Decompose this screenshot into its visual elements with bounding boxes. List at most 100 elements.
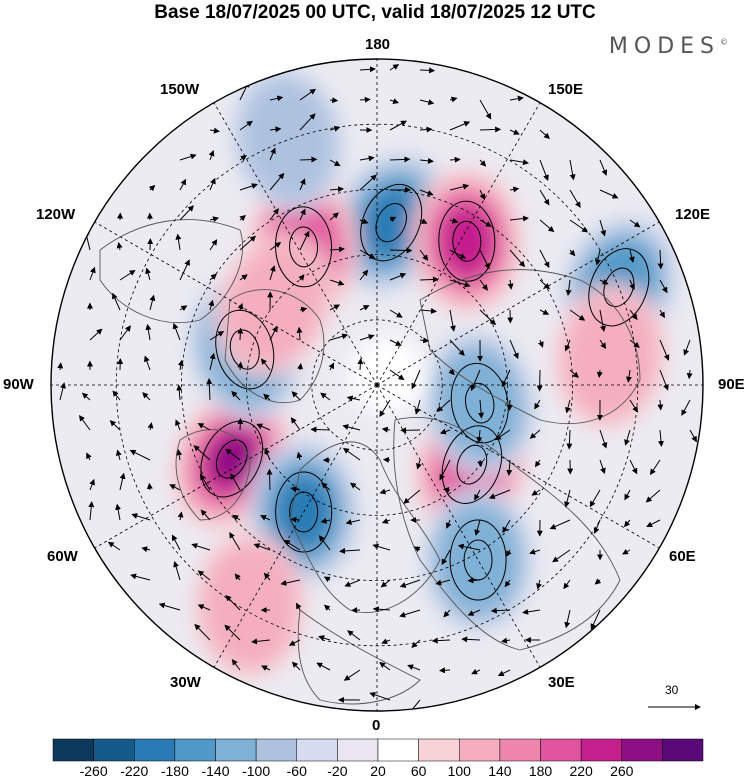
wind-vector xyxy=(359,66,376,73)
wind-vector xyxy=(461,636,481,643)
wind-vector xyxy=(659,369,669,391)
wind-vector xyxy=(534,399,541,410)
wind-vector xyxy=(169,484,181,491)
wind-vector xyxy=(411,639,421,648)
wind-vector xyxy=(449,309,456,332)
wind-vector xyxy=(479,279,488,291)
wind-vector xyxy=(172,322,181,341)
wind-vector xyxy=(86,452,92,461)
wind-vector xyxy=(131,513,151,521)
wind-vector xyxy=(231,390,241,401)
wind-vector xyxy=(419,189,434,196)
wind-vector xyxy=(269,241,282,251)
colorbar-tick-label: -140 xyxy=(201,763,230,779)
wind-vector xyxy=(179,259,190,281)
wind-vector xyxy=(416,459,422,470)
wind-vector xyxy=(379,488,391,495)
wind-vector xyxy=(501,637,511,644)
wind-vector xyxy=(256,423,271,431)
wind-vector xyxy=(509,249,526,268)
wind-vector xyxy=(176,384,183,401)
colorbar-swatch-4 xyxy=(215,738,257,762)
wind-vector xyxy=(144,355,151,371)
wind-vector xyxy=(538,339,544,348)
wind-vector xyxy=(225,448,241,461)
colorbar-swatch-10 xyxy=(459,738,501,762)
wind-vector xyxy=(539,129,550,139)
wind-vector xyxy=(407,699,421,711)
map-disc xyxy=(51,59,703,711)
lon-label-0: 0 xyxy=(372,717,381,734)
wind-vector xyxy=(318,635,331,641)
wind-vector xyxy=(645,489,661,503)
wind-vector xyxy=(478,399,485,419)
wind-vector xyxy=(112,292,121,311)
wind-vector xyxy=(176,449,183,461)
wind-vector xyxy=(381,426,391,433)
wind-vector xyxy=(506,549,512,557)
wind-vector xyxy=(269,147,276,161)
colorbar-swatch-1 xyxy=(93,738,135,762)
contour-line xyxy=(456,444,488,485)
wind-vector xyxy=(479,219,492,227)
lon-label-120w: 120W xyxy=(36,206,76,223)
wind-vector xyxy=(239,235,257,251)
wind-vector xyxy=(659,309,665,319)
wind-vector xyxy=(449,183,470,191)
colorbar-swatch-12 xyxy=(540,738,582,762)
height-contours xyxy=(200,183,650,601)
colorbar-swatch-7 xyxy=(337,738,379,762)
wind-vector xyxy=(449,217,459,224)
wind-vector xyxy=(629,219,641,228)
wind-vector xyxy=(569,159,576,181)
wind-vector xyxy=(299,88,316,101)
negative-anomaly-13 xyxy=(238,76,338,204)
wind-vector xyxy=(490,607,511,614)
wind-vector xyxy=(158,602,181,611)
wind-vector xyxy=(193,445,211,461)
wind-vector xyxy=(179,205,194,221)
wind-vector xyxy=(624,489,631,501)
wind-vector xyxy=(569,249,576,257)
wind-vector xyxy=(344,579,361,587)
contour-line xyxy=(289,491,319,533)
wind-vector xyxy=(260,358,271,371)
wind-vector xyxy=(145,267,151,281)
wind-vector xyxy=(329,159,341,167)
wind-vector xyxy=(389,64,400,71)
wind-vector xyxy=(197,570,211,581)
wind-vector xyxy=(529,429,541,439)
wind-vector xyxy=(569,189,581,209)
colorbar-tick-label: -100 xyxy=(242,763,271,779)
wind-vector xyxy=(509,186,520,193)
wind-vector xyxy=(107,541,121,551)
wind-vector xyxy=(224,624,241,641)
wind-vector xyxy=(659,339,670,361)
lon-label-150e: 150E xyxy=(548,81,584,98)
wind-vector xyxy=(239,183,258,191)
colorbar-swatch-13 xyxy=(580,738,622,762)
wind-vector xyxy=(269,95,284,102)
wind-vector xyxy=(539,189,550,206)
wind-vector xyxy=(449,279,471,288)
wind-vector xyxy=(448,368,455,376)
wind-vector xyxy=(357,358,364,371)
colorbar-swatch-8 xyxy=(377,738,419,762)
wind-vector xyxy=(299,230,310,251)
contour-line xyxy=(452,220,482,262)
wind-vector xyxy=(594,578,602,585)
contour-line xyxy=(275,471,333,553)
wind-vector xyxy=(369,691,391,701)
wind-vector xyxy=(566,429,573,450)
wind-vector xyxy=(59,382,66,401)
wind-vector xyxy=(471,668,481,675)
wind-vector xyxy=(78,414,91,431)
wind-vector xyxy=(146,482,153,491)
map-title: Base 18/07/2025 00 UTC, valid 18/07/2025… xyxy=(154,2,596,23)
wind-vector xyxy=(141,546,151,553)
contour-line xyxy=(200,420,264,498)
wind-vector xyxy=(239,155,247,161)
wind-vector xyxy=(291,391,301,401)
wind-vector xyxy=(509,159,530,166)
wind-vector xyxy=(389,156,411,163)
